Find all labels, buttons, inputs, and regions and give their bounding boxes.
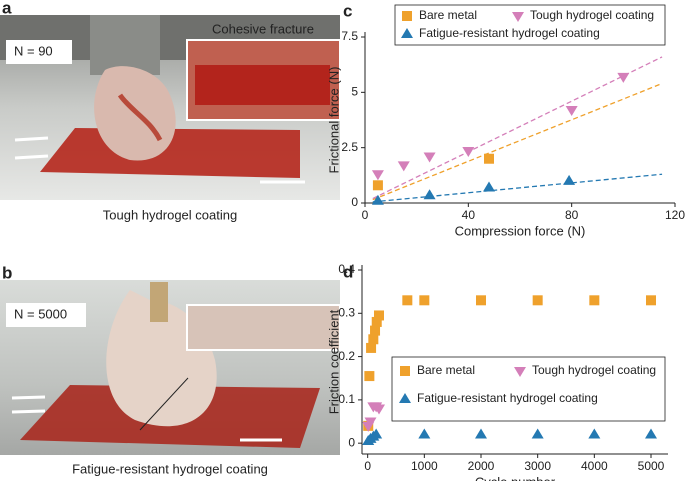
marker [418, 428, 431, 439]
trend-line [372, 82, 663, 201]
marker [423, 152, 436, 163]
x-tick-label: 1000 [411, 459, 438, 473]
photo-caption: Fatigue-resistant hydrogel coating [72, 461, 268, 476]
y-tick-label: 0 [348, 435, 355, 449]
photo-a [0, 15, 341, 200]
panel-letter: d [343, 262, 353, 281]
marker [475, 428, 487, 439]
photo-caption: Tough hydrogel coating [103, 207, 237, 222]
marker [371, 316, 382, 327]
legend-label: Tough hydrogel coating [530, 8, 654, 22]
marker [366, 342, 377, 353]
marker [462, 146, 475, 157]
marker [617, 72, 630, 83]
marker [645, 428, 657, 439]
marker [476, 295, 486, 306]
x-tick-label: 80 [565, 208, 579, 222]
panel-letter: a [2, 0, 12, 17]
photo-count: N = 5000 [14, 306, 67, 321]
marker [372, 180, 383, 191]
marker [400, 366, 410, 376]
marker [370, 325, 381, 336]
x-tick-label: 120 [665, 208, 685, 222]
panel-letter: b [2, 263, 12, 282]
marker [402, 295, 413, 306]
marker [373, 404, 385, 415]
marker [371, 194, 384, 205]
inset-label: Cohesive fracture [212, 21, 314, 36]
x-tick-label: 4000 [581, 459, 608, 473]
y-tick-label: 0.4 [338, 262, 355, 276]
marker [484, 153, 494, 164]
photo-count: N = 90 [14, 43, 53, 58]
panel-letter: c [343, 1, 352, 20]
y-axis-label: Frictional force (N) [326, 67, 341, 174]
marker [402, 11, 412, 21]
marker [419, 295, 430, 306]
marker [370, 428, 383, 439]
legend-label: Fatigue-resistant hydrogel coating [419, 26, 600, 40]
x-tick-label: 0 [364, 459, 371, 473]
y-tick-label: 0.1 [338, 392, 355, 406]
legend-label: Bare metal [419, 8, 477, 22]
marker [514, 367, 526, 377]
marker [401, 28, 413, 38]
x-tick-label: 5000 [638, 459, 665, 473]
marker [399, 393, 411, 403]
x-tick-label: 2000 [468, 459, 495, 473]
marker [371, 170, 384, 181]
y-tick-label: 0 [351, 195, 358, 209]
marker [589, 295, 600, 306]
marker [563, 174, 576, 185]
y-tick-label: 0.2 [338, 349, 355, 363]
x-axis-label: Compression force (N) [455, 223, 586, 238]
marker [646, 295, 656, 306]
marker [483, 181, 495, 192]
photo-b [0, 280, 341, 455]
marker [397, 161, 410, 172]
marker [364, 371, 375, 382]
legend-box [394, 4, 666, 46]
legend-box [391, 356, 666, 422]
trend-line [372, 173, 663, 203]
x-tick-label: 3000 [524, 459, 551, 473]
y-tick-label: 7.5 [341, 29, 358, 43]
marker [368, 334, 379, 345]
trend-line [372, 56, 663, 200]
y-tick-label: 0.3 [338, 305, 355, 319]
marker [423, 189, 436, 200]
x-tick-label: 40 [462, 208, 476, 222]
legend-label: Fatigue-resistant hydrogel coating [417, 391, 598, 405]
marker [512, 12, 524, 22]
marker [565, 106, 578, 117]
x-tick-label: 0 [362, 208, 369, 222]
marker [531, 428, 544, 439]
marker [374, 310, 384, 321]
y-tick-label: 2.5 [341, 140, 358, 154]
y-tick-label: 5 [351, 85, 358, 99]
marker [588, 428, 601, 439]
marker [364, 417, 377, 428]
legend-label: Bare metal [417, 363, 475, 377]
legend-label: Tough hydrogel coating [532, 363, 656, 377]
x-axis-label: Cycle number [475, 474, 556, 481]
marker [532, 295, 543, 306]
y-axis-label: Friction coefficient [326, 309, 341, 414]
